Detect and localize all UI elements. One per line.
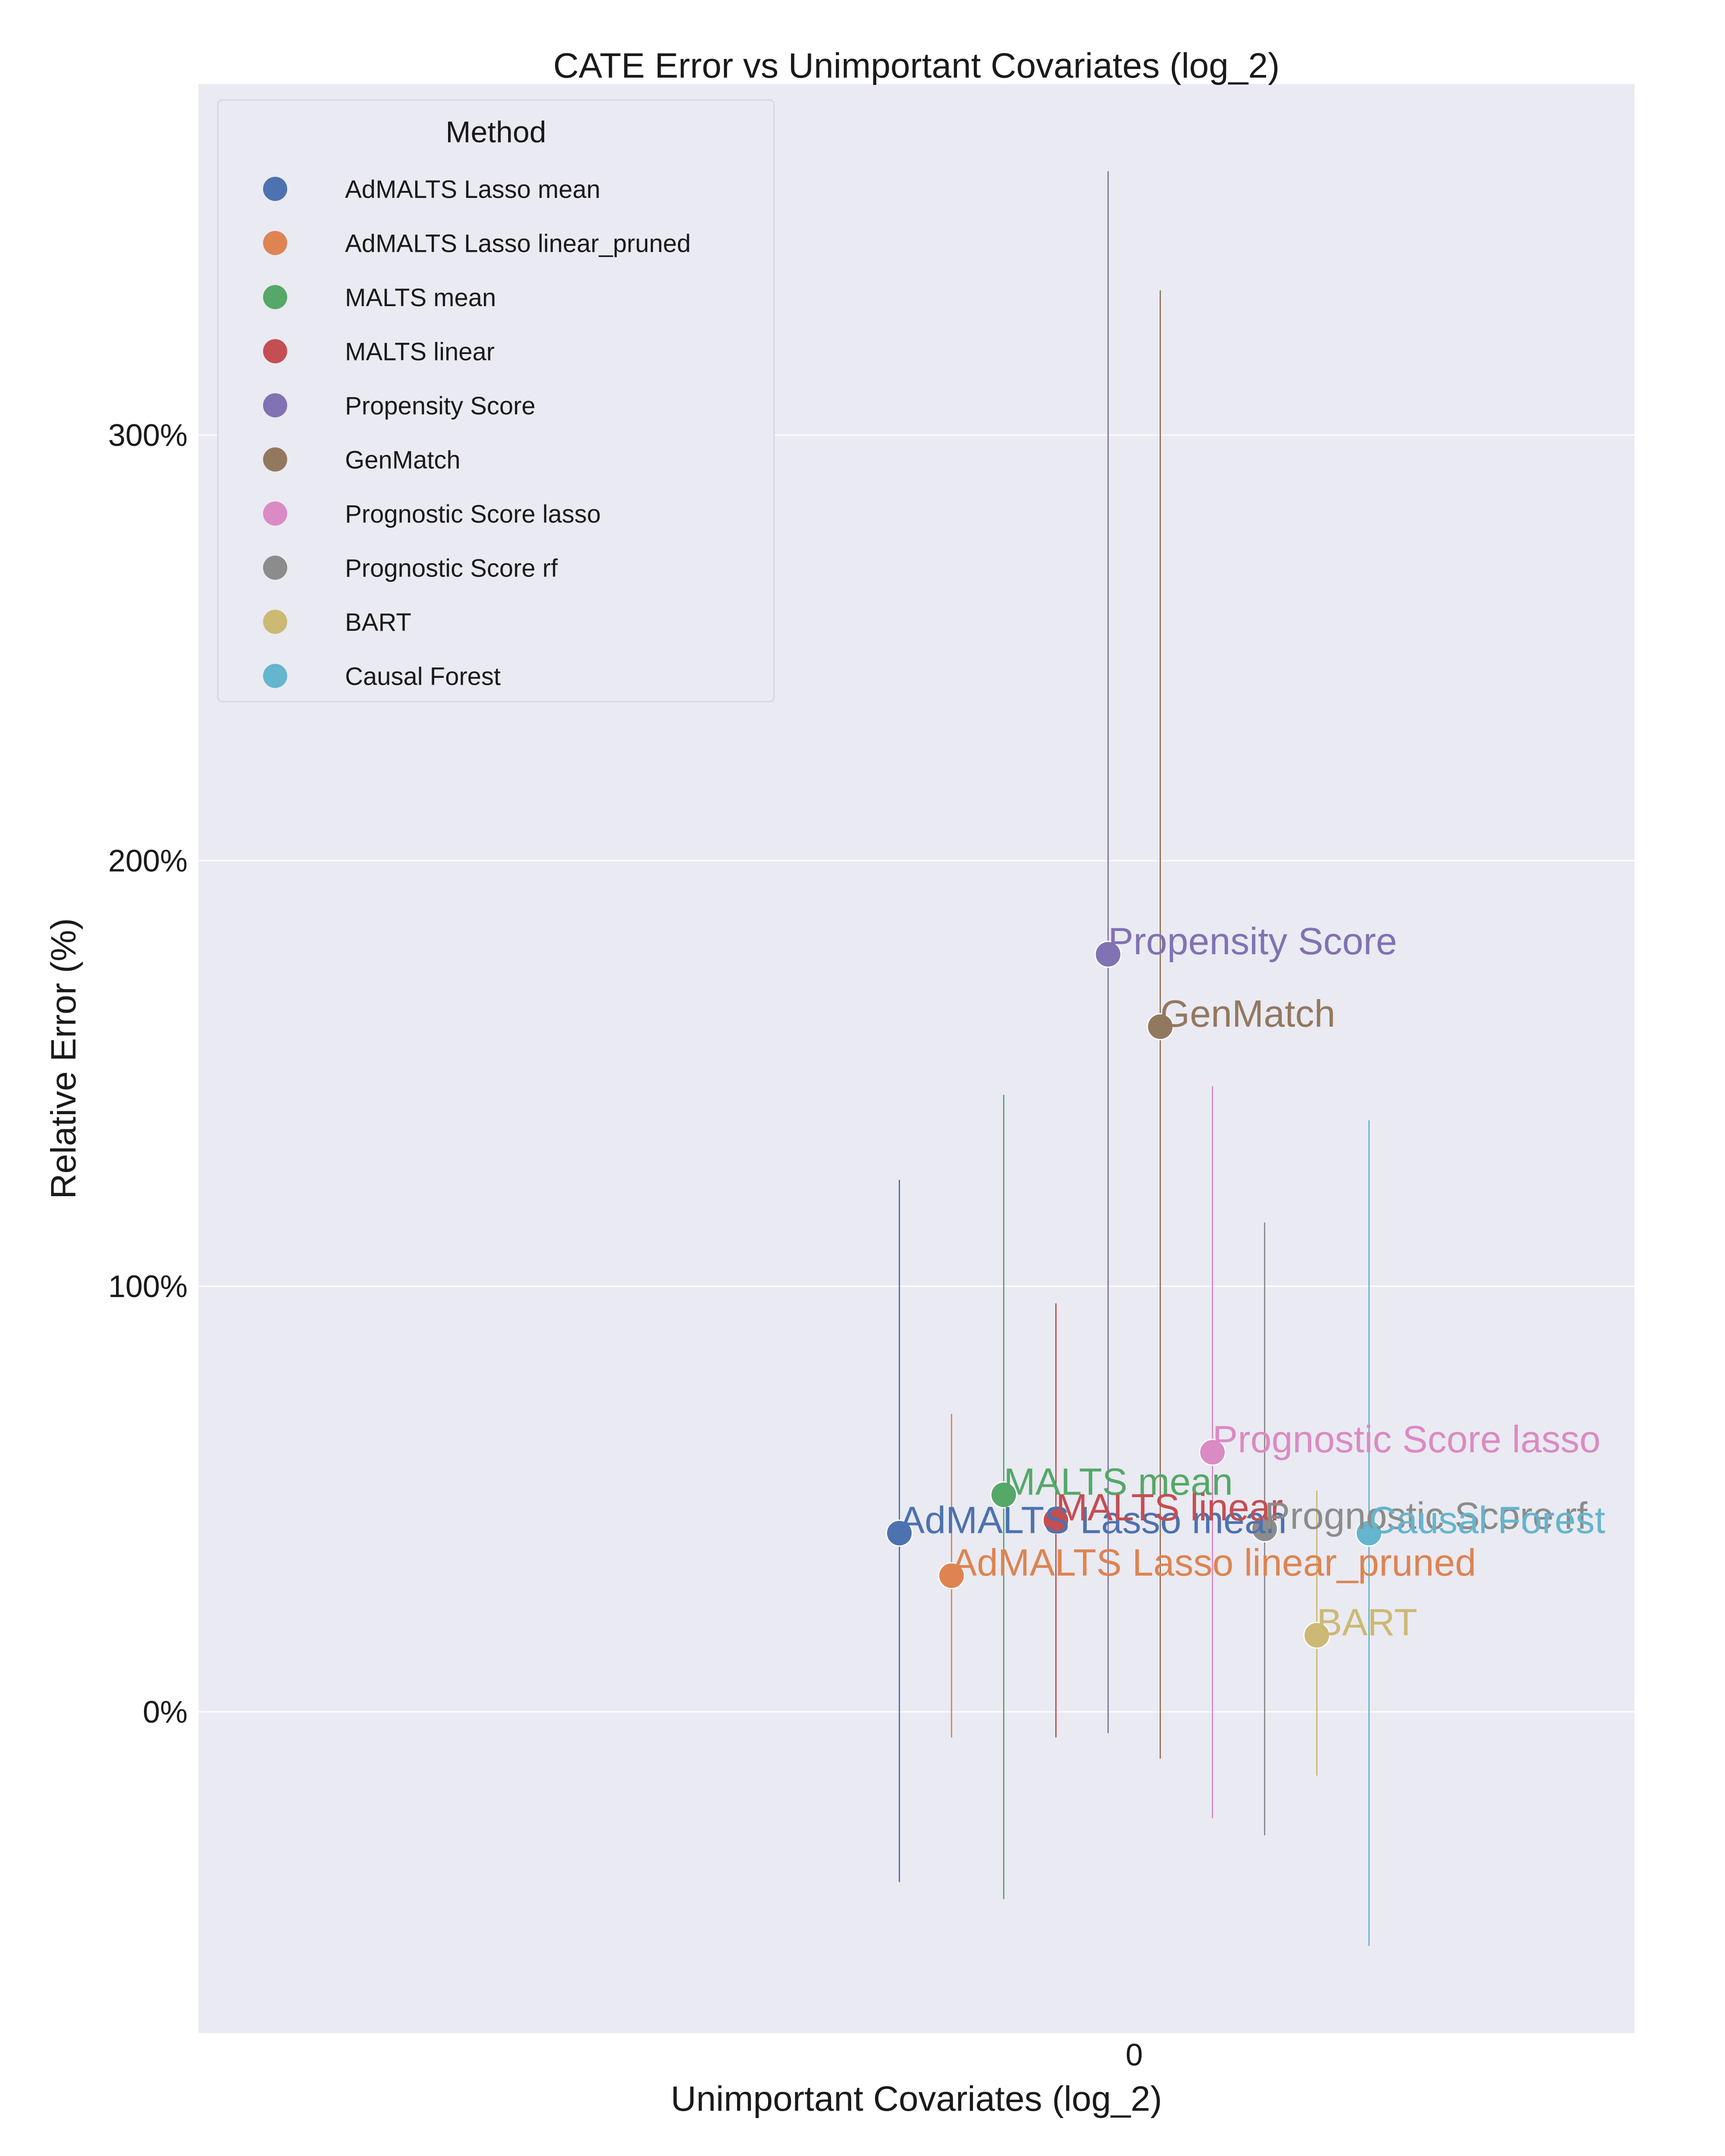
data-point <box>1355 1519 1383 1547</box>
data-point <box>1251 1515 1278 1543</box>
x-tick-label: 0 <box>1126 2038 1143 2072</box>
y-tick-label: 300% <box>108 418 188 453</box>
data-point <box>1199 1438 1226 1466</box>
legend-label: Prognostic Score lasso <box>345 500 601 528</box>
legend-title: Method <box>445 115 546 149</box>
point-label: Prognostic Score lasso <box>1213 1418 1601 1460</box>
legend-label: Prognostic Score rf <box>345 555 558 583</box>
y-tick-labels: 0% 100% 200% 300% <box>108 418 188 1730</box>
legend-label: BART <box>345 608 411 636</box>
chart-title: CATE Error vs Unimportant Covariates (lo… <box>553 46 1280 85</box>
data-points <box>886 940 1383 1649</box>
point-label: Causal Forest <box>1369 1498 1606 1541</box>
legend-label: AdMALTS Lasso linear_pruned <box>345 230 691 258</box>
x-tick-labels: 0 <box>1126 2038 1143 2072</box>
legend-marker <box>263 231 287 255</box>
legend-marker <box>263 285 287 309</box>
point-label: BART <box>1317 1601 1418 1643</box>
y-tick-label: 100% <box>108 1269 188 1304</box>
legend-box <box>217 99 775 702</box>
legend-label: Causal Forest <box>345 663 501 691</box>
legend-label: Propensity Score <box>345 392 536 420</box>
legend-marker <box>263 501 287 526</box>
data-point <box>1147 1013 1174 1040</box>
point-label: AdMALTS Lasso mean <box>900 1498 1287 1541</box>
legend-marker <box>263 339 287 364</box>
legend: Method AdMALTS Lasso mean AdMALTS Lasso l… <box>217 99 775 702</box>
legend-label: MALTS linear <box>345 338 495 366</box>
legend-marker <box>263 393 287 417</box>
legend-label: AdMALTS Lasso mean <box>345 175 600 204</box>
legend-label: MALTS mean <box>345 284 496 312</box>
x-axis-label: Unimportant Covariates (log_2) <box>671 2079 1162 2118</box>
legend-marker <box>263 555 287 580</box>
legend-items: AdMALTS Lasso mean AdMALTS Lasso linear_p… <box>263 175 691 691</box>
point-label: MALTS linear <box>1056 1486 1283 1529</box>
data-point <box>1042 1507 1070 1534</box>
y-tick-label: 0% <box>143 1695 188 1730</box>
data-point <box>990 1481 1017 1509</box>
legend-marker <box>263 177 287 201</box>
legend-marker <box>263 664 287 688</box>
legend-marker <box>263 447 287 472</box>
point-label: GenMatch <box>1160 992 1336 1035</box>
point-label: MALTS mean <box>1004 1460 1233 1503</box>
legend-marker <box>263 610 287 634</box>
point-label: Propensity Score <box>1108 920 1397 962</box>
y-tick-label: 200% <box>108 844 188 878</box>
data-point <box>938 1562 965 1589</box>
y-axis-label: Relative Error (%) <box>44 918 83 1199</box>
data-point <box>886 1519 913 1547</box>
point-label: Prognostic Score rf <box>1265 1495 1588 1537</box>
legend-label: GenMatch <box>345 446 461 474</box>
data-point <box>1095 940 1122 968</box>
point-label: AdMALTS Lasso linear_pruned <box>952 1541 1476 1584</box>
data-point <box>1303 1621 1330 1649</box>
